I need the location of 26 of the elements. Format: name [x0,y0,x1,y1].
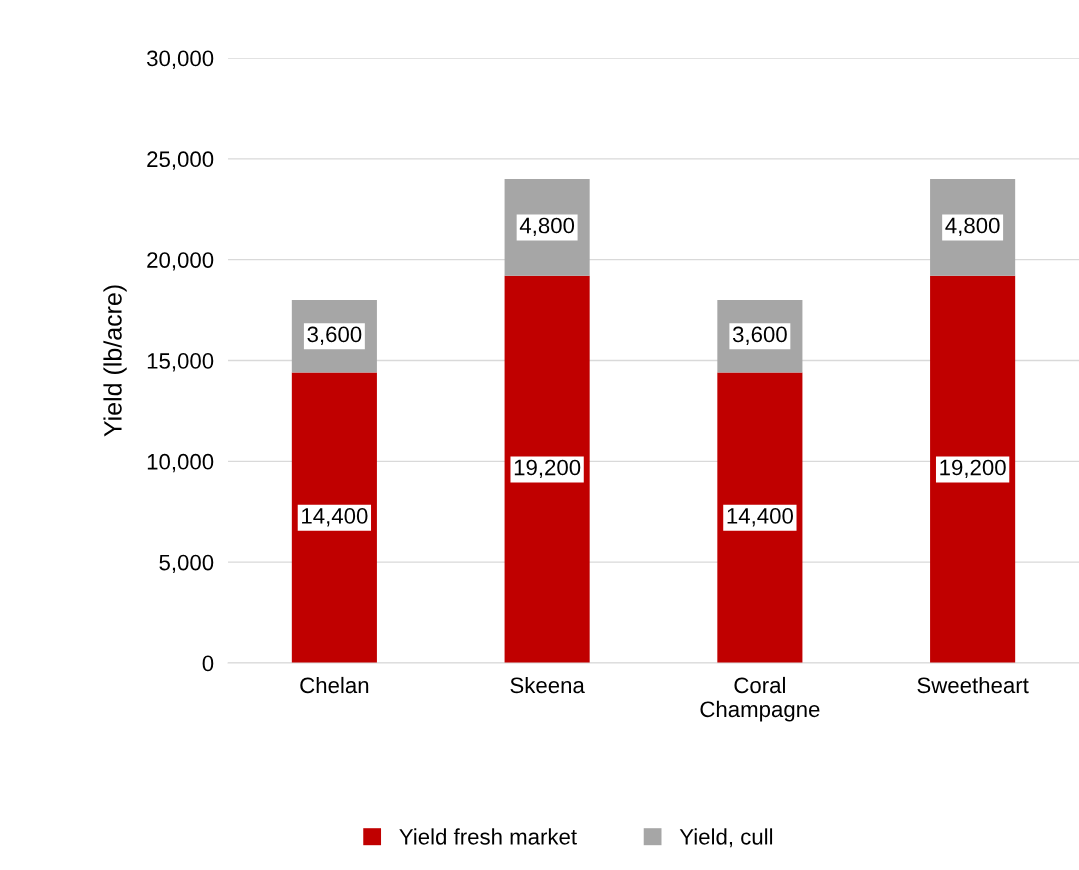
data-label: 3,600 [307,326,362,345]
x-tick-label: Chelan [300,676,369,694]
y-tick-label: 20,000 [147,252,214,271]
bar [504,275,590,663]
y-tick-label: 25,000 [147,151,214,170]
data-label: 19,200 [514,459,581,478]
bar [930,275,1016,663]
data-label: 3,600 [732,326,787,345]
data-label: 19,200 [940,459,1006,478]
bar [291,372,377,663]
x-tick-label: Sweetheart [917,676,1029,694]
legend-label: Yield fresh market [399,828,577,845]
y-tick-label: 0 [202,655,214,672]
legend-label: Yield, cull [679,828,773,848]
y-tick-label: 15,000 [147,353,214,372]
bar [717,372,803,663]
y-tick-label: 5,000 [159,554,214,574]
x-tick-label: Coral Champagne [700,676,820,722]
y-tick-label: 10,000 [147,453,214,473]
data-label: 4,800 [945,217,1000,236]
x-tick-label: Skeena [510,676,585,694]
y-tick-label: 30,000 [147,50,214,69]
data-label: 14,400 [727,508,793,527]
data-label: 4,800 [519,217,575,236]
y-axis-title: Yield (lb/acre) [103,285,127,437]
data-label: 14,400 [302,508,368,527]
